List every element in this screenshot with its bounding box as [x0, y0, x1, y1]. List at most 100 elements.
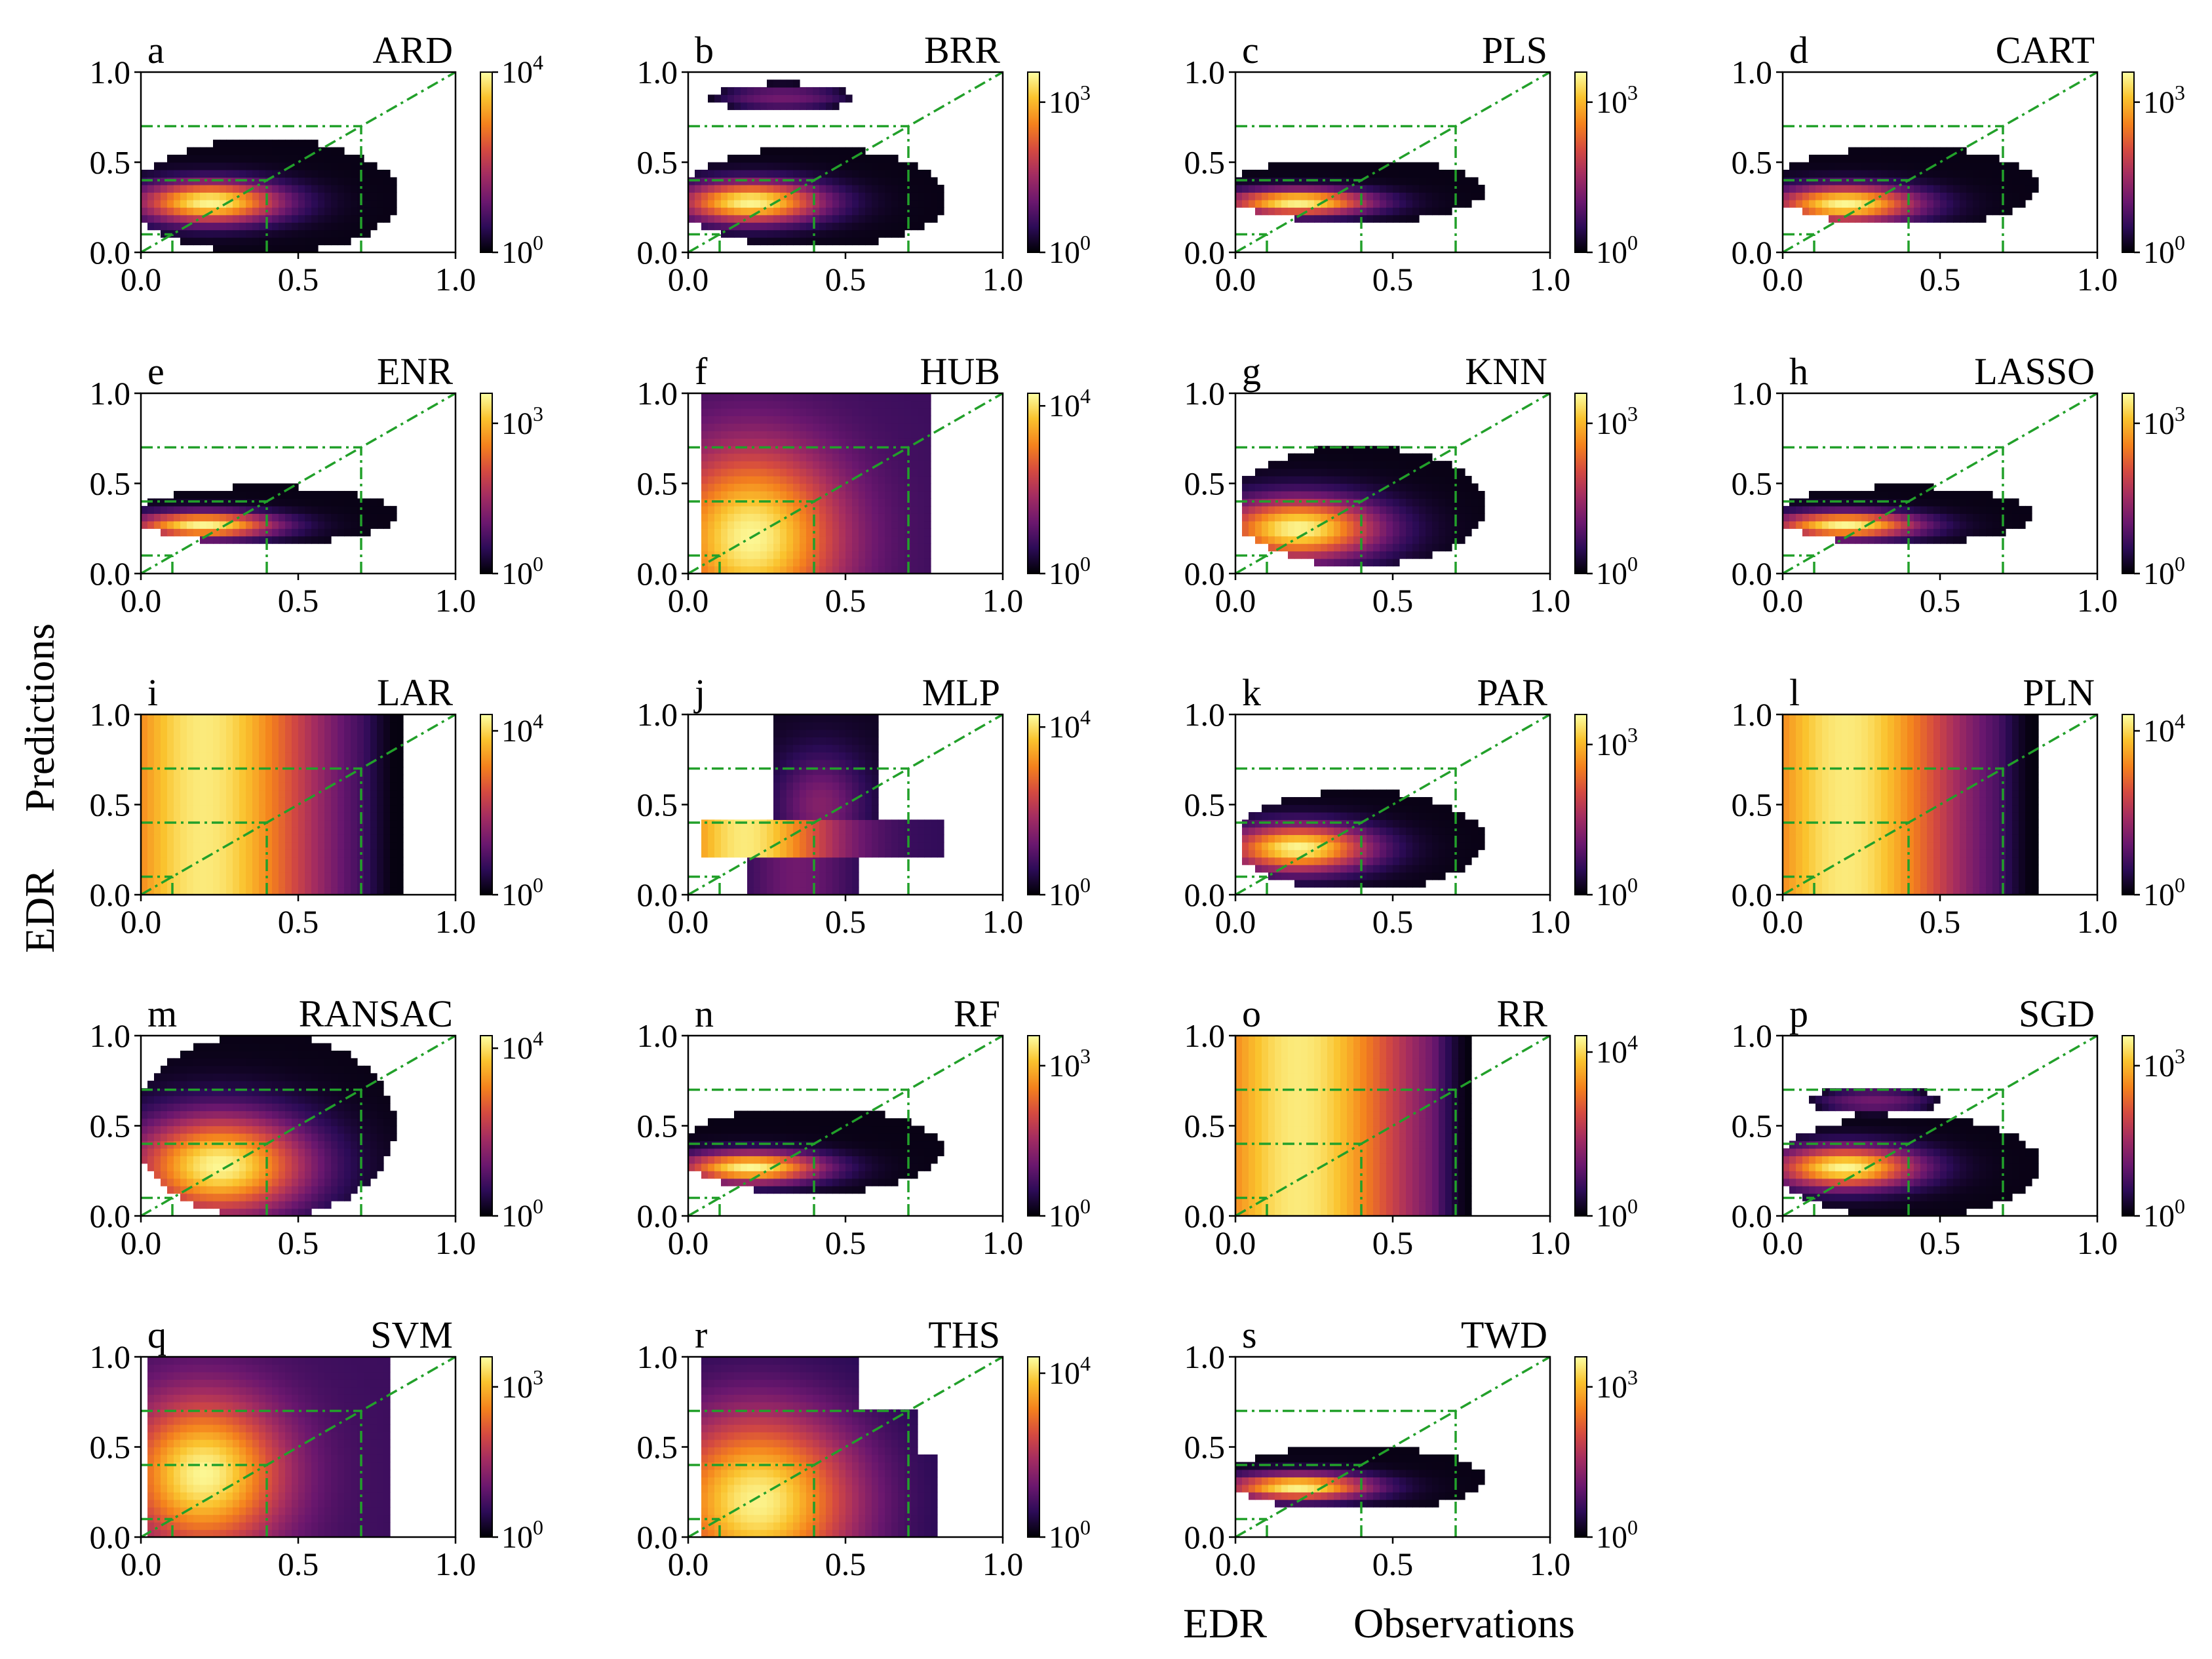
density-cell	[747, 490, 754, 499]
density-cell	[1347, 192, 1354, 201]
density-cell	[1242, 192, 1249, 201]
density-cell	[885, 483, 892, 492]
density-cell	[708, 490, 715, 499]
density-cell	[305, 505, 312, 514]
density-cell	[344, 222, 351, 231]
density-cell	[1406, 490, 1413, 499]
density-cell	[324, 887, 332, 895]
density-cell	[924, 536, 931, 544]
density-cell	[344, 722, 351, 730]
density-cell	[760, 490, 767, 499]
density-cell	[865, 551, 872, 559]
density-cell	[174, 865, 181, 873]
density-cell	[773, 767, 781, 775]
density-cell	[701, 834, 708, 843]
panel-letter: d	[1789, 29, 1808, 71]
density-cell	[1412, 543, 1420, 552]
density-cell	[233, 528, 240, 537]
density-cell	[1268, 483, 1275, 492]
density-cell	[370, 887, 378, 895]
density-cell	[1881, 155, 1888, 163]
density-cell	[161, 752, 168, 760]
panel-title: ENR	[377, 350, 453, 393]
density-cell	[1406, 468, 1413, 477]
density-cell	[351, 714, 358, 723]
density-cell	[819, 498, 826, 507]
density-cell	[721, 490, 728, 499]
density-cell	[1308, 520, 1315, 529]
density-cell	[1901, 192, 1908, 201]
density-cell	[305, 199, 312, 208]
density-cell	[226, 887, 233, 895]
density-cell	[390, 842, 397, 850]
density-cell	[200, 192, 207, 201]
density-cell	[832, 842, 840, 850]
density-cell	[161, 819, 168, 828]
density-cell	[786, 842, 794, 850]
density-cell	[213, 184, 220, 193]
density-cell	[872, 184, 879, 193]
density-cell	[872, 461, 879, 469]
density-cell	[351, 207, 358, 216]
density-cell	[1933, 528, 1941, 537]
density-cell	[878, 229, 885, 238]
density-cell	[760, 887, 767, 895]
density-cell	[279, 729, 286, 737]
density-cell	[845, 393, 853, 402]
density-cell	[918, 558, 925, 567]
density-cell	[1360, 184, 1367, 193]
density-cell	[1848, 199, 1855, 208]
density-cell	[298, 222, 305, 231]
density-cell	[292, 782, 299, 790]
density-cell	[1334, 528, 1341, 537]
density-cell	[331, 782, 338, 790]
density-cell	[377, 804, 384, 813]
density-cell	[1842, 490, 1849, 499]
density-cell	[1868, 528, 1875, 537]
density-cell	[918, 476, 925, 484]
density-cell	[233, 752, 240, 760]
density-cell	[1815, 513, 1823, 522]
density-cell	[220, 162, 227, 170]
density-cell	[885, 520, 892, 529]
density-cell	[1340, 192, 1348, 201]
density-cell	[813, 849, 820, 858]
density-cell	[793, 393, 800, 402]
density-cell	[167, 222, 174, 231]
density-cell	[147, 505, 155, 514]
density-cell	[187, 827, 194, 835]
density-cell	[780, 400, 787, 409]
density-cell	[1432, 513, 1439, 522]
reference-lines	[140, 713, 456, 896]
density-cell	[331, 880, 338, 888]
density-cell	[839, 490, 846, 499]
density-cell	[728, 505, 735, 514]
density-cell	[911, 431, 918, 439]
density-cell	[1314, 162, 1321, 170]
density-cell	[246, 229, 253, 238]
density-cell	[918, 207, 925, 216]
density-cell	[1373, 184, 1380, 193]
density-cell	[1861, 207, 1869, 216]
density-cell	[200, 229, 207, 238]
density-cell	[351, 729, 358, 737]
density-cell	[226, 147, 233, 155]
density-cell	[279, 140, 286, 148]
density-cell	[734, 834, 741, 843]
density-cell	[1458, 483, 1465, 492]
density-cell	[845, 229, 853, 238]
density-cell	[845, 865, 853, 873]
density-cell	[318, 169, 325, 178]
density-cell	[1262, 520, 1269, 529]
density-cell	[793, 237, 800, 246]
density-cell	[1367, 543, 1374, 552]
density-cell	[813, 774, 820, 783]
density-cell	[1471, 520, 1479, 529]
density-cell	[272, 520, 279, 529]
density-cell	[806, 169, 813, 178]
density-cell	[708, 177, 715, 185]
density-cell	[760, 566, 767, 574]
density-cell	[344, 207, 351, 216]
density-cell	[1796, 169, 1803, 178]
